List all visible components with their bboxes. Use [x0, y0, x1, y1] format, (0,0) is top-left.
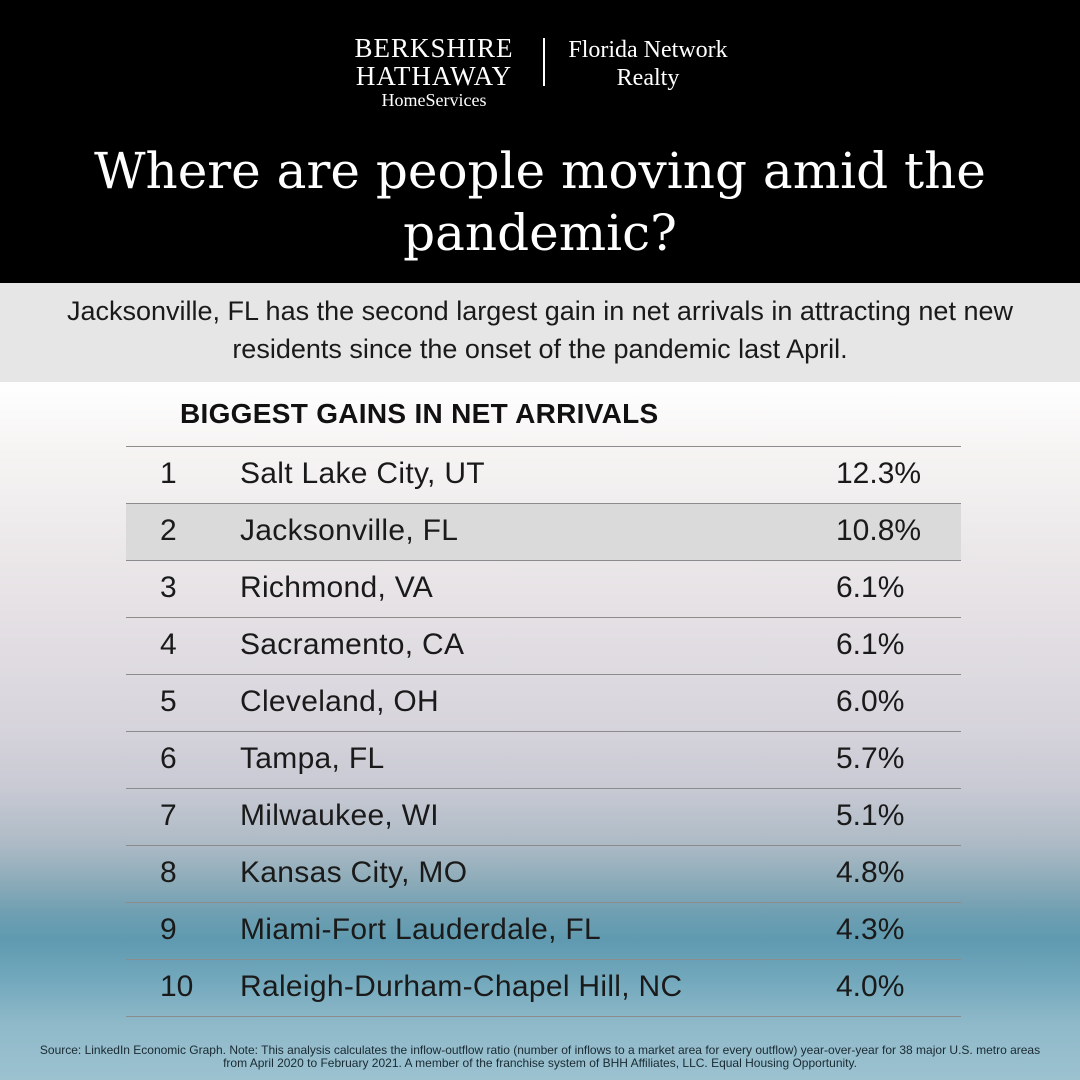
- city-cell: Richmond, VA: [240, 571, 434, 604]
- subtitle-band: [0, 283, 1080, 382]
- rank-cell: 2: [160, 514, 177, 547]
- table-row: 5 Cleveland, OH 6.0%: [126, 675, 961, 732]
- table-row: 8 Kansas City, MO 4.8%: [126, 846, 961, 903]
- headline: Where are people moving amid the pandemi…: [94, 142, 986, 262]
- table-row: 2 Jacksonville, FL 10.8%: [126, 504, 961, 561]
- percent-cell: 4.3%: [836, 913, 905, 946]
- table-row: 4 Sacramento, CA 6.1%: [126, 618, 961, 675]
- city-cell: Tampa, FL: [240, 742, 385, 775]
- percent-cell: 4.8%: [836, 856, 905, 889]
- percent-cell: 12.3%: [836, 457, 922, 490]
- rank-cell: 10: [160, 970, 194, 1003]
- city-cell: Miami-Fort Lauderdale, FL: [240, 913, 601, 946]
- table-row: 9 Miami-Fort Lauderdale, FL 4.3%: [126, 903, 961, 960]
- table-title: BIGGEST GAINS IN NET ARRIVALS: [180, 398, 659, 429]
- percent-cell: 5.7%: [836, 742, 905, 775]
- table-row: 3 Richmond, VA 6.1%: [126, 561, 961, 618]
- network-line-2: Realty: [616, 65, 680, 91]
- city-cell: Cleveland, OH: [240, 685, 439, 718]
- city-cell: Jacksonville, FL: [240, 514, 459, 547]
- brand-logo: BERKSHIRE HATHAWAY HomeServices Florida …: [0, 34, 1080, 114]
- rank-cell: 1: [160, 457, 177, 490]
- network-wordmark: Florida Network Realty: [556, 36, 740, 92]
- table-row: 10 Raleigh-Durham-Chapel Hill, NC 4.0%: [126, 960, 961, 1017]
- percent-cell: 6.1%: [836, 571, 905, 604]
- percent-cell: 4.0%: [836, 970, 905, 1003]
- city-cell: Sacramento, CA: [240, 628, 465, 661]
- footnote: Source: LinkedIn Economic Graph. Note: T…: [39, 1043, 1041, 1070]
- rank-cell: 8: [160, 856, 177, 889]
- rank-cell: 4: [160, 628, 177, 661]
- rank-cell: 7: [160, 799, 177, 832]
- rankings-table: 1 Salt Lake City, UT 12.3% 2 Jacksonville, F…: [126, 446, 961, 1017]
- brand-line-2: HATHAWAY: [355, 61, 513, 91]
- city-cell: Raleigh-Durham-Chapel Hill, NC: [240, 970, 683, 1003]
- subtitle: Jacksonville, FL has the second largest …: [66, 296, 1013, 364]
- table-row: 6 Tampa, FL 5.7%: [126, 732, 961, 789]
- percent-cell: 6.0%: [836, 685, 905, 718]
- brand-line-1: BERKSHIRE: [354, 33, 514, 63]
- rank-cell: 9: [160, 913, 177, 946]
- logo-divider: [543, 38, 545, 86]
- percent-cell: 10.8%: [836, 514, 922, 547]
- rank-cell: 3: [160, 571, 177, 604]
- table-row: 7 Milwaukee, WI 5.1%: [126, 789, 961, 846]
- rank-cell: 6: [160, 742, 177, 775]
- berkshire-hathaway-wordmark: BERKSHIRE HATHAWAY HomeServices: [336, 34, 532, 110]
- city-cell: Milwaukee, WI: [240, 799, 439, 832]
- percent-cell: 5.1%: [836, 799, 905, 832]
- table-row: 1 Salt Lake City, UT 12.3%: [126, 447, 961, 504]
- rank-cell: 5: [160, 685, 177, 718]
- percent-cell: 6.1%: [836, 628, 905, 661]
- header-banner: BERKSHIRE HATHAWAY HomeServices Florida …: [0, 0, 1080, 283]
- city-cell: Kansas City, MO: [240, 856, 468, 889]
- brand-line-3: HomeServices: [381, 90, 487, 110]
- network-line-1: Florida Network: [568, 37, 728, 63]
- city-cell: Salt Lake City, UT: [240, 457, 485, 490]
